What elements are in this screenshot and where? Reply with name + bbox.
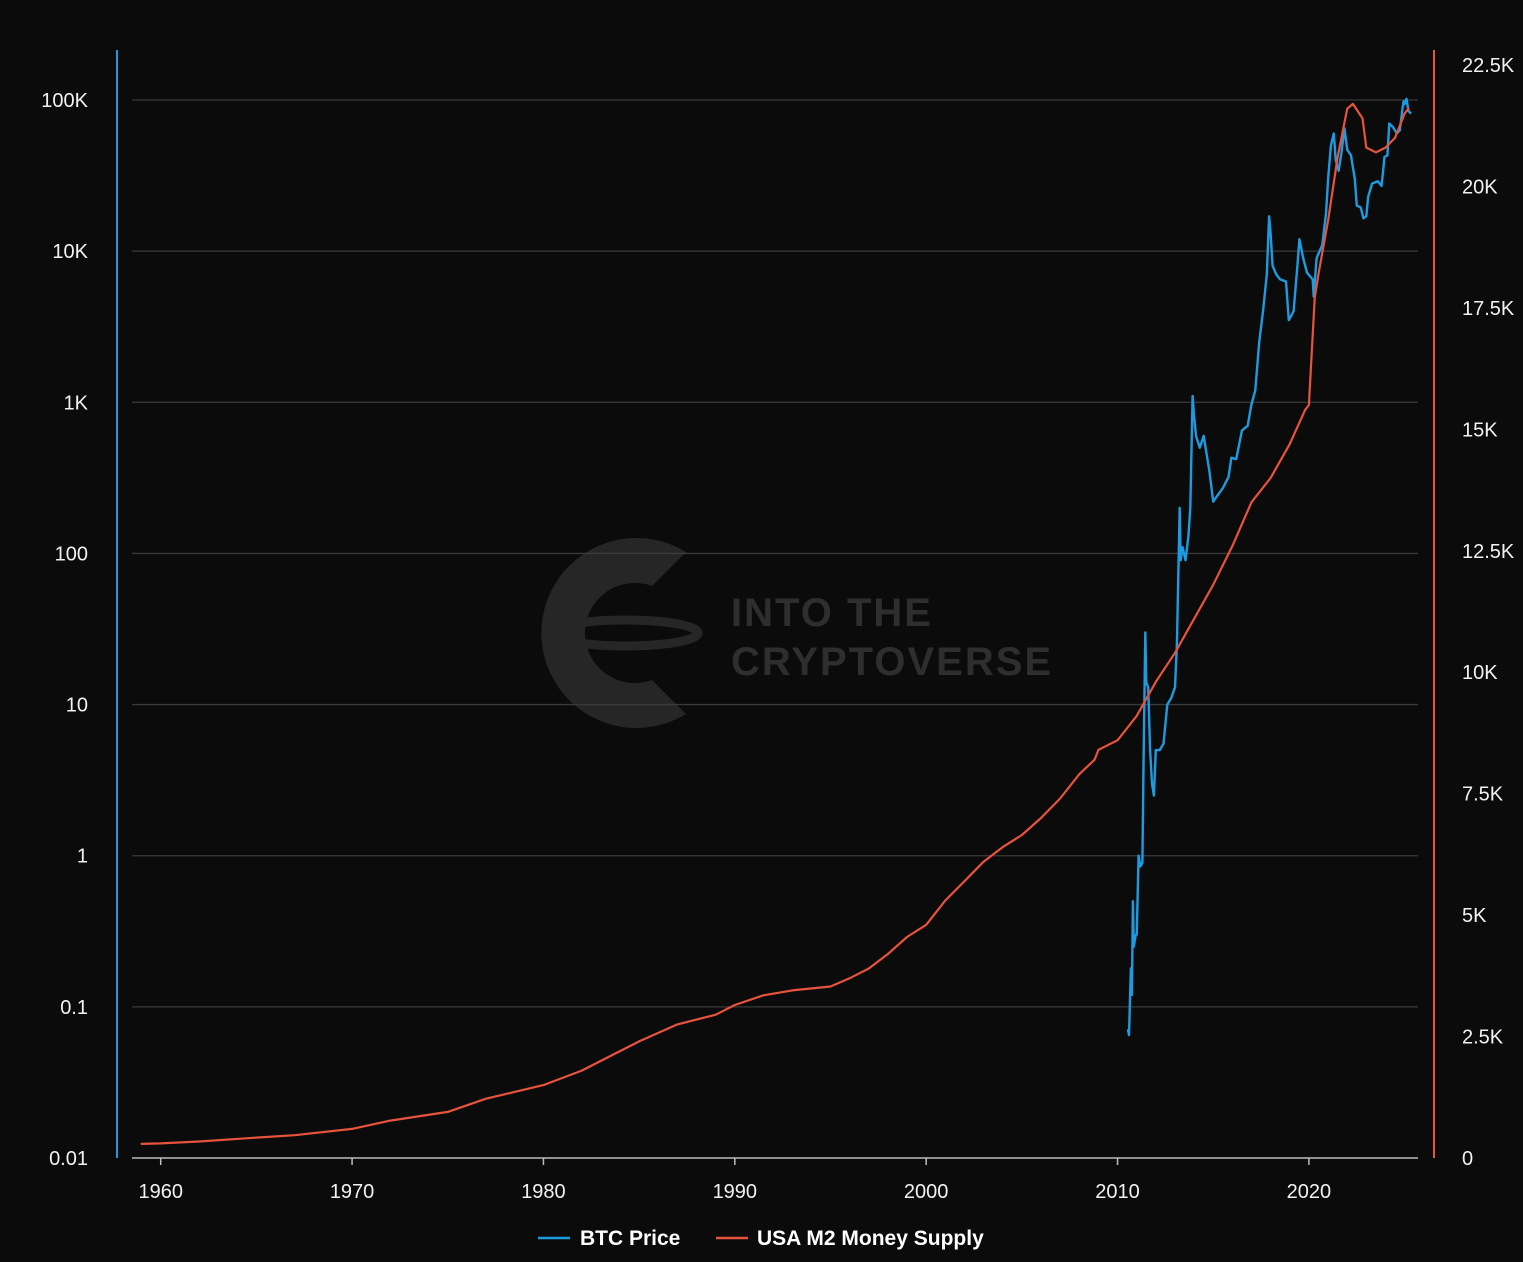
right-tick-label: 5K — [1462, 905, 1487, 927]
x-tick-label: 1990 — [713, 1181, 758, 1203]
x-axis-labels: 1960 1970 1980 1990 2000 2010 2020 — [138, 1158, 1331, 1203]
x-tick-label: 2000 — [904, 1181, 949, 1203]
gridlines — [132, 99, 1418, 1008]
left-tick-label: 100 — [55, 543, 88, 565]
left-tick-label: 1K — [64, 392, 89, 414]
legend-item-m2[interactable]: USA M2 Money Supply — [716, 1227, 984, 1250]
m2-money-supply-line — [140, 102, 1410, 1145]
right-tick-label: 10K — [1462, 662, 1498, 684]
btc-price-line — [1126, 97, 1412, 1037]
legend-label-btc: BTC Price — [580, 1227, 680, 1250]
left-axis-labels: 0.01 0.1 1 10 100 1K 10K 100K — [41, 90, 88, 1170]
left-tick-label: 10 — [66, 695, 88, 717]
legend-item-btc[interactable]: BTC Price — [538, 1227, 680, 1250]
left-tick-label: 1 — [77, 846, 88, 868]
right-tick-label: 2.5K — [1462, 1027, 1504, 1049]
left-tick-label: 0.01 — [49, 1148, 88, 1170]
legend: BTC Price USA M2 Money Supply — [538, 1227, 984, 1250]
x-tick-label: 1960 — [138, 1181, 183, 1203]
right-tick-label: 15K — [1462, 419, 1498, 441]
x-tick-label: 2020 — [1287, 1181, 1332, 1203]
x-tick-label: 2010 — [1095, 1181, 1140, 1203]
right-axis-labels: 0 2.5K 5K 7.5K 10K 12.5K 15K 17.5K 20K 22.5K — [1462, 55, 1515, 1170]
series — [140, 97, 1412, 1145]
right-tick-label: 0 — [1462, 1148, 1473, 1170]
right-tick-label: 17.5K — [1462, 298, 1515, 320]
right-tick-label: 7.5K — [1462, 784, 1504, 806]
right-tick-label: 22.5K — [1462, 55, 1515, 77]
watermark: INTO THE CRYPTOVERSE — [541, 538, 1053, 728]
watermark-line1: INTO THE — [731, 591, 933, 635]
right-tick-label: 12.5K — [1462, 541, 1515, 563]
watermark-logo-icon — [541, 538, 686, 728]
right-tick-label: 20K — [1462, 176, 1498, 198]
x-tick-label: 1970 — [330, 1181, 375, 1203]
x-tick-label: 1980 — [521, 1181, 566, 1203]
left-tick-label: 10K — [52, 241, 88, 263]
watermark-line2: CRYPTOVERSE — [731, 640, 1053, 684]
legend-label-m2: USA M2 Money Supply — [757, 1227, 984, 1250]
left-tick-label: 0.1 — [60, 997, 88, 1019]
left-tick-label: 100K — [41, 90, 88, 112]
watermark-ring-icon — [549, 615, 703, 651]
